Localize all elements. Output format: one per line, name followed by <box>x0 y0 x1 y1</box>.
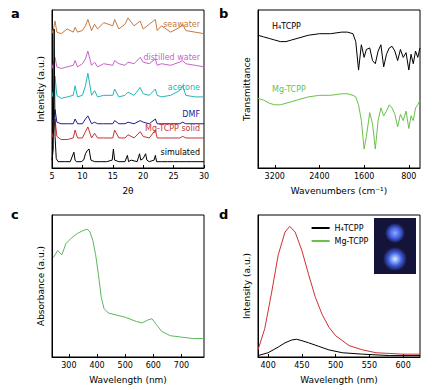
svg-text:3200: 3200 <box>265 172 285 181</box>
svg-text:5: 5 <box>49 172 54 181</box>
svg-text:1600: 1600 <box>354 172 374 181</box>
svg-text:c: c <box>11 207 19 222</box>
svg-text:30: 30 <box>199 172 209 181</box>
svg-text:distilled water: distilled water <box>143 53 200 62</box>
svg-text:300: 300 <box>61 361 76 370</box>
svg-text:b: b <box>219 6 228 21</box>
svg-text:600: 600 <box>146 361 161 370</box>
svg-text:DMF: DMF <box>182 110 200 119</box>
svg-text:700: 700 <box>174 361 189 370</box>
svg-text:d: d <box>219 207 228 222</box>
svg-text:Intensity (a.u.): Intensity (a.u.) <box>36 56 46 122</box>
svg-text:a: a <box>11 6 20 21</box>
svg-text:H₄TCPP: H₄TCPP <box>335 224 364 233</box>
svg-text:acetone: acetone <box>168 83 200 92</box>
svg-text:25: 25 <box>169 172 179 181</box>
svg-text:seawater: seawater <box>163 20 200 29</box>
svg-text:Absorbance (a.u.): Absorbance (a.u.) <box>36 246 46 326</box>
svg-text:500: 500 <box>118 361 133 370</box>
svg-text:Mg-TCPP: Mg-TCPP <box>335 237 369 246</box>
svg-text:Mg-TCPP: Mg-TCPP <box>272 85 306 94</box>
svg-text:Transmittance: Transmittance <box>242 57 252 122</box>
svg-text:450: 450 <box>294 361 309 370</box>
svg-text:Wavelength (nm): Wavelength (nm) <box>89 375 167 385</box>
svg-text:20: 20 <box>138 172 148 181</box>
svg-text:15: 15 <box>108 172 118 181</box>
svg-text:550: 550 <box>362 361 377 370</box>
svg-text:2400: 2400 <box>309 172 329 181</box>
svg-text:Wavelength (nm): Wavelength (nm) <box>300 375 378 385</box>
svg-text:Mg-TCPP solid: Mg-TCPP solid <box>145 124 200 133</box>
svg-text:400: 400 <box>89 361 104 370</box>
svg-text:Wavenumbers (cm⁻¹): Wavenumbers (cm⁻¹) <box>291 186 387 196</box>
svg-text:Intensity (a.u.): Intensity (a.u.) <box>242 253 252 319</box>
svg-text:simulated: simulated <box>160 148 200 157</box>
svg-text:500: 500 <box>328 361 343 370</box>
svg-text:800: 800 <box>401 172 416 181</box>
svg-text:H₄TCPP: H₄TCPP <box>272 22 301 31</box>
svg-text:600: 600 <box>395 361 410 370</box>
svg-text:10: 10 <box>77 172 87 181</box>
svg-text:400: 400 <box>260 361 275 370</box>
svg-text:2θ: 2θ <box>122 186 134 196</box>
